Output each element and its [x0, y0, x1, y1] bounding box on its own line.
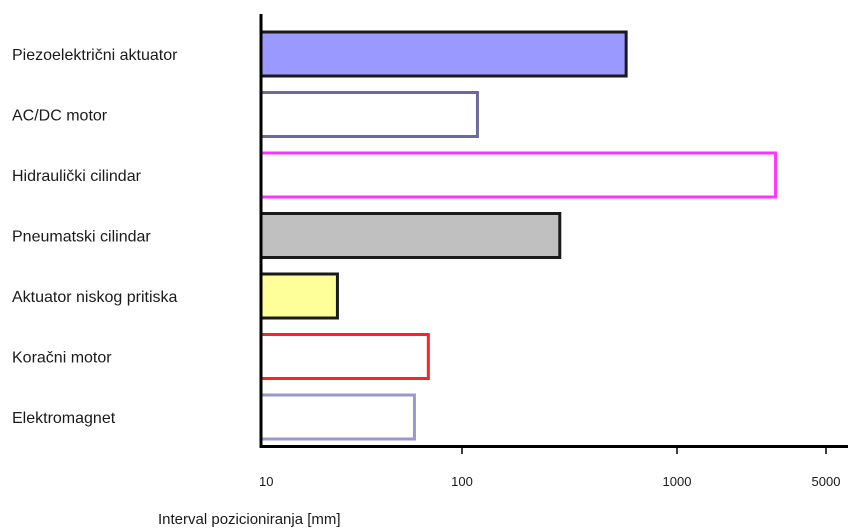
category-labels: Piezoelektrični aktuator AC/DC motor Hidra…: [12, 47, 178, 427]
category-label-pneumatski-cilindar: Pneumatski cilindar: [12, 229, 151, 246]
bar-pneumatski-cilindar: [259, 212, 562, 259]
x-tick-label-1000: 1000: [663, 474, 692, 489]
x-tick-label-10: 10: [259, 474, 273, 489]
bar-piezoelektricni-aktuator: [259, 30, 628, 78]
bar-ac-dc-motor: [259, 91, 479, 138]
x-axis-title: Interval pozicioniranja [mm]: [158, 511, 341, 528]
category-label-elektromagnet: Elektromagnet: [12, 410, 116, 427]
category-label-piezoelektricni-aktuator: Piezoelektrični aktuator: [12, 47, 178, 64]
category-label-aktuator-niskog-pritiska: Aktuator niskog pritiska: [12, 289, 178, 306]
bar-hidraulicki-cilindar: [259, 151, 778, 199]
bar-koracni-motor: [259, 333, 430, 380]
x-axis-ticks: 10 100 1000 5000: [259, 445, 840, 489]
category-label-koracni-motor: Koračni motor: [12, 350, 112, 367]
x-tick-label-100: 100: [451, 474, 473, 489]
bars-layer: [259, 30, 778, 441]
bar-aktuator-niskog-pritiska: [259, 272, 339, 320]
category-label-hidraulicki-cilindar: Hidraulički cilindar: [12, 168, 142, 185]
bar-elektromagnet: [259, 393, 416, 441]
category-label-ac-dc-motor: AC/DC motor: [12, 108, 108, 125]
x-tick-label-5000: 5000: [812, 474, 841, 489]
